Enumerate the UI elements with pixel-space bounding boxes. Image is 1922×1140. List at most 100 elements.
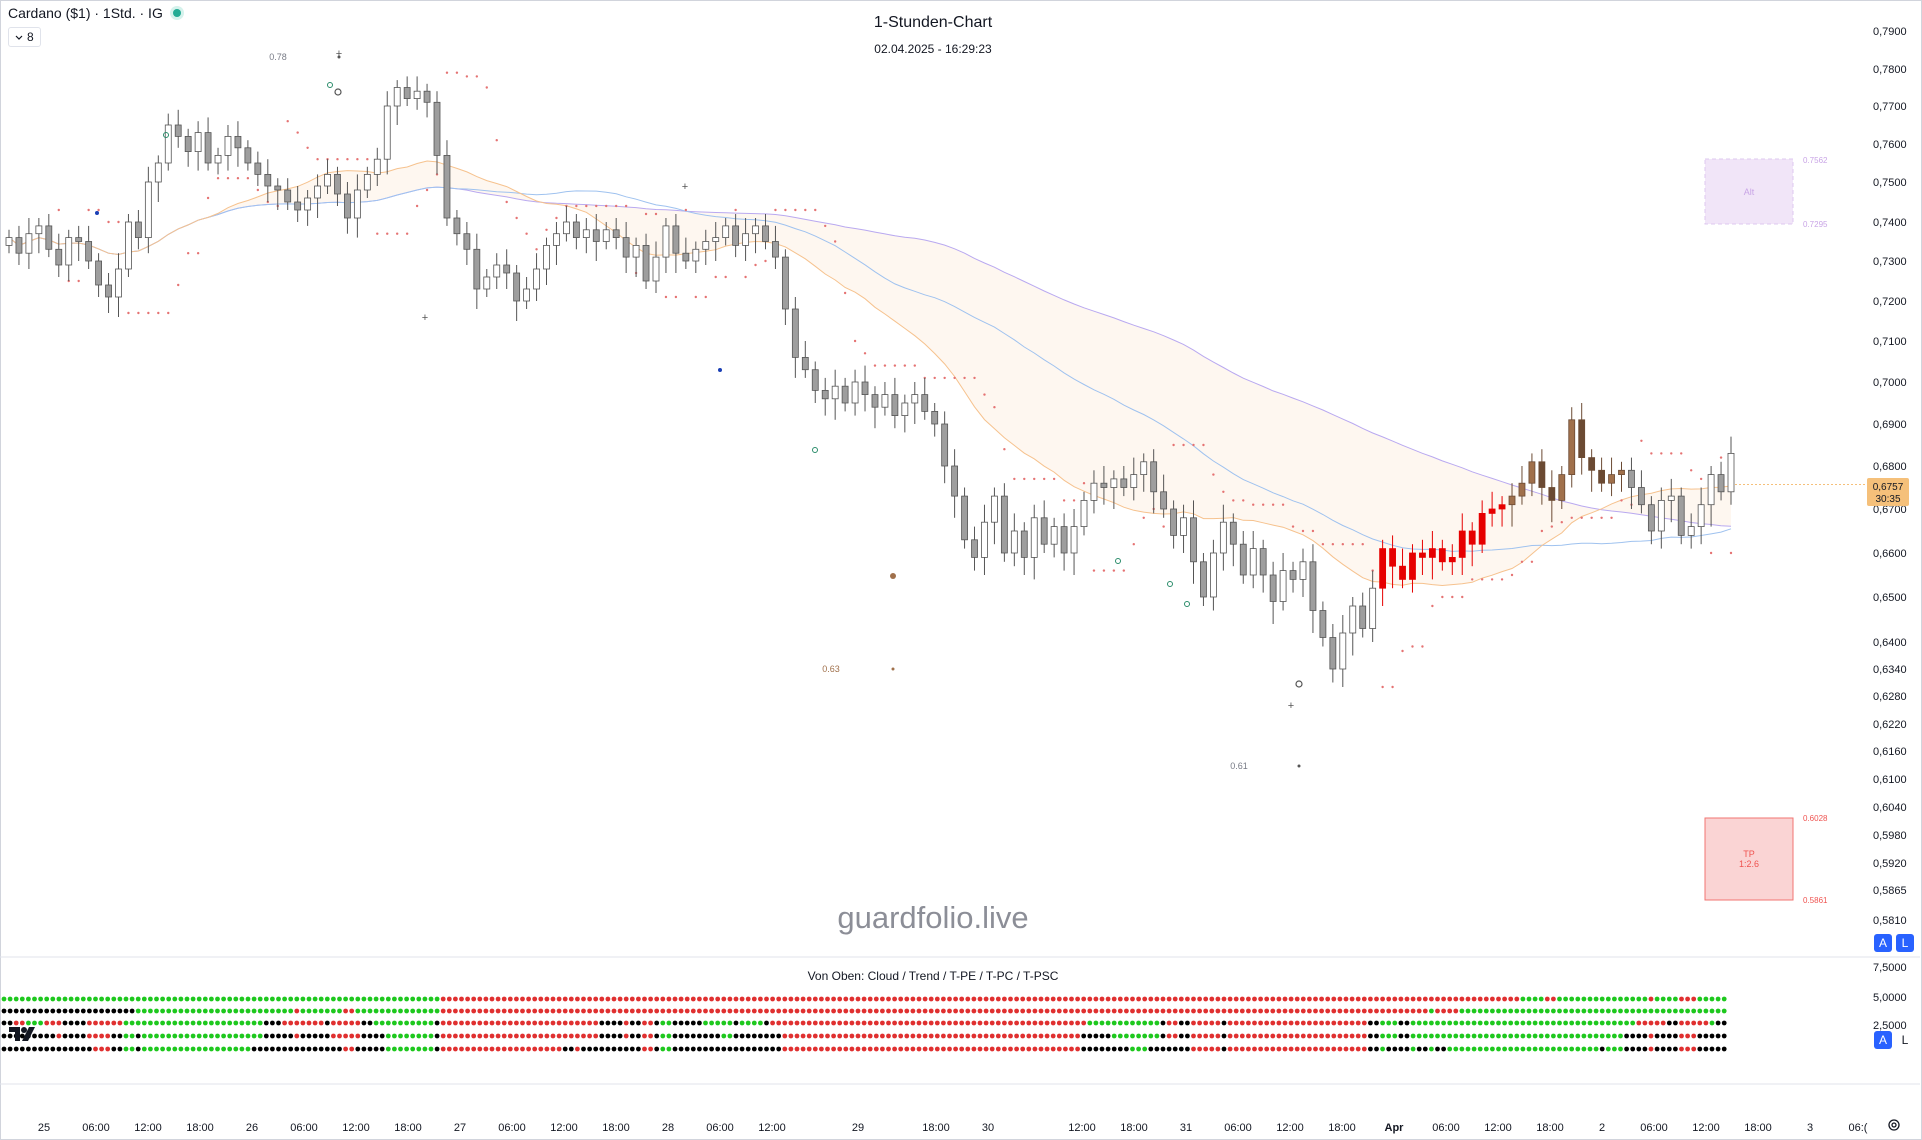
indicator-dot [629,1046,635,1052]
indicator-dot [1142,1020,1148,1026]
indicator-dot [684,1020,690,1026]
indicator-dot [989,1033,995,1039]
trail-dot [664,295,668,299]
indicator-dot [556,996,562,1002]
indicator-dot [1124,1020,1129,1026]
indicator-dot [1331,1046,1337,1052]
indicator-dot [1422,1046,1428,1052]
indicator-dot [642,1008,647,1014]
indicator-dot [446,1046,452,1052]
indicator-dot [916,1008,922,1014]
gear-icon[interactable] [1887,1118,1901,1135]
indicator-log-scale-button[interactable]: L [1896,1031,1914,1049]
trail-dot [1062,499,1066,502]
trail-dot [465,75,469,78]
candle-body [194,132,202,153]
trail-dot [1680,452,1683,455]
cloud-area [9,161,1731,586]
indicator-dot [1648,1020,1654,1026]
indicator-dot [1386,996,1392,1002]
trail-dot [1301,529,1305,533]
mid-label: 0.63 [822,664,840,674]
indicator-dot [1361,1020,1367,1026]
candle-body [1578,419,1586,458]
indicator-dot [172,1033,178,1039]
candle-body [443,154,451,219]
indicator-dot [1203,1008,1209,1014]
indicator-dot [300,1008,306,1014]
indicator-dot [1557,1033,1562,1039]
trail-dot [724,275,727,279]
indicator-dot [1374,1046,1379,1052]
indicator-dot [1105,1020,1111,1026]
indicator-dot [1282,1033,1288,1039]
indicator-dot [568,1046,574,1052]
collapse-button[interactable]: 8 [8,27,41,47]
indicator-dot [349,1046,355,1052]
alt-zone-top-label: 0.7562 [1803,156,1828,165]
indicator-dot [1239,996,1245,1002]
indicator-dot [1099,1046,1105,1052]
indicator-dot [1166,1020,1172,1026]
time-axis-label: 18:00 [1744,1122,1772,1134]
indicator-dot [385,1020,391,1026]
indicator-dot [483,1008,489,1014]
symbol-header[interactable]: Cardano ($1) · 1Std. · IG [8,5,181,21]
time-axis-label: 3 [1807,1122,1813,1134]
indicator-dot [1276,1046,1282,1052]
indicator-dot [672,1020,678,1026]
candle-body [95,260,102,286]
indicator-dot [1325,1020,1331,1026]
auto-scale-button[interactable]: A [1874,934,1892,952]
indicator-dot [1453,1008,1459,1014]
time-axis-label: 25 [38,1122,50,1134]
log-scale-button[interactable]: L [1896,934,1914,952]
indicator-dot [288,1046,294,1052]
ma-fast-line [8,160,1732,587]
indicator-dot [361,996,367,1002]
indicator-dot [300,1033,306,1039]
indicator-dot [934,1020,940,1026]
indicator-dot [349,1020,355,1026]
indicator-dot [1270,1046,1276,1052]
indicator-dot [172,996,178,1002]
indicator-dot [514,1020,519,1026]
indicator-dot [270,1033,275,1039]
price-axis-label: 0,6500 [1873,592,1907,604]
indicator-dot [1532,1008,1538,1014]
trail-dot [1271,503,1275,506]
indicator-dot [782,1008,788,1014]
candle-body [1010,530,1018,554]
indicator-dot [1465,1020,1471,1026]
candle-body [1707,474,1715,506]
indicator-dot [1709,1020,1715,1026]
indicator-dot [251,1046,257,1052]
indicator-dot [196,996,202,1002]
indicator-dot [922,1008,928,1014]
indicator-dot [1270,996,1276,1002]
indicator-dot [1660,996,1666,1002]
indicator-dot [1020,996,1026,1002]
indicator-dot [1532,996,1538,1002]
indicator-dot [1215,996,1221,1002]
trail-dot [1023,477,1026,481]
indicator-dot [50,1020,56,1026]
indicator-auto-scale-button[interactable]: A [1874,1031,1892,1049]
candle-body [453,217,461,235]
indicator-dot [1673,996,1678,1002]
indicator-dot [1508,1046,1514,1052]
indicator-dot [1410,1033,1416,1039]
indicator-dot [471,1020,477,1026]
indicator-dot [367,1046,373,1052]
indicator-dot [312,1020,318,1026]
indicator-dot [446,1020,452,1026]
indicator-dot [562,1020,568,1026]
indicator-dot [19,1046,25,1052]
indicator-dot [1325,996,1331,1002]
indicator-dot [526,1020,531,1026]
indicator-dot [1386,1046,1392,1052]
indicator-dot [343,1033,348,1039]
tradingview-logo-icon[interactable] [8,1025,38,1049]
indicator-dot [1380,996,1385,1002]
